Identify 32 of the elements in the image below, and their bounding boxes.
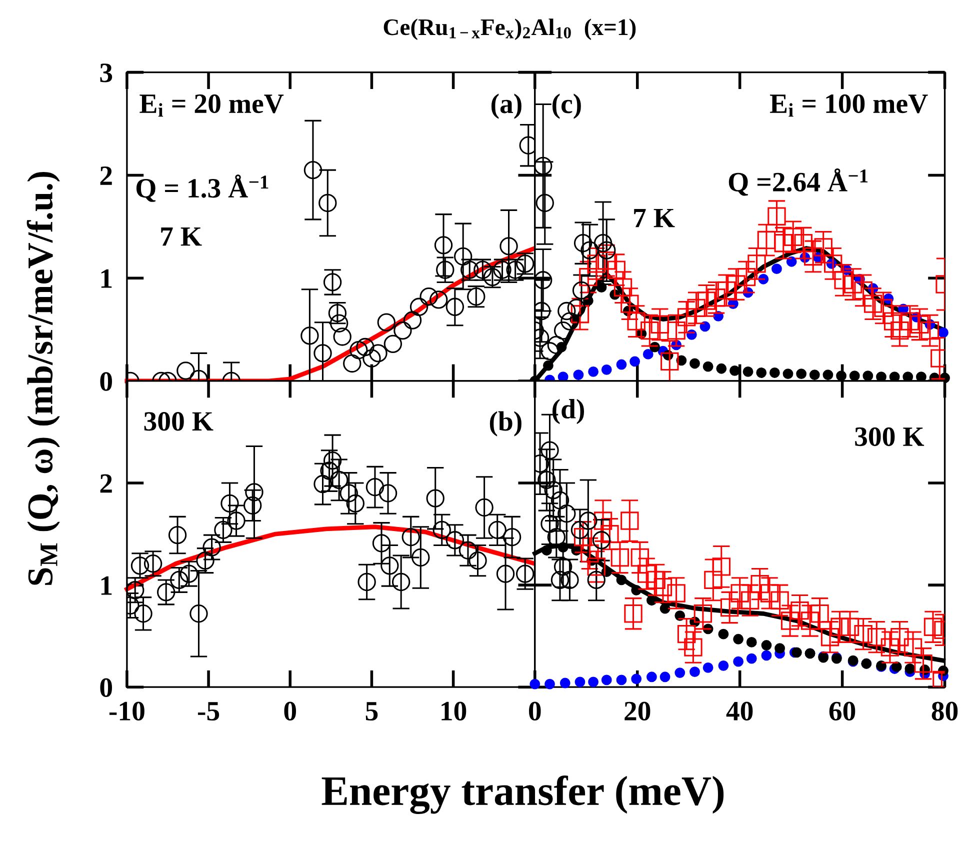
- x-tick-label: 60: [829, 702, 856, 721]
- annotation: 300 K: [855, 427, 924, 446]
- y-tick-label: 2: [100, 166, 112, 185]
- x-tick-label: 5: [366, 702, 378, 721]
- annotation: (b): [490, 411, 522, 436]
- annotation: (c): [552, 94, 581, 119]
- x-tick-label: 10: [442, 702, 466, 721]
- x-axis-title: Energy transfer (meV): [322, 775, 724, 814]
- y-tick-label: 1: [101, 576, 112, 595]
- y-axis-title: S$_{M}$ (Q, ω) (mb/sr/meV/f.u.): [26, 172, 60, 585]
- annotation: Q =2.64 Å$^{−1}$: [728, 168, 868, 196]
- annotation: 7 K: [161, 227, 202, 246]
- chart-title: Ce(Ru$_{1−x}$Fe$_{x}$)$_{2}$Al$_{10}$ (x=1): [384, 18, 636, 40]
- annotation: E$_{i}$ = 20 meV: [140, 94, 284, 117]
- x-tick-label: -5: [198, 702, 220, 721]
- annotation: Q = 1.3 Å$^{−1}$: [136, 174, 268, 202]
- x-tick-label: -10: [109, 702, 144, 721]
- y-tick-label: 0: [100, 678, 112, 698]
- y-tick-label: 2: [100, 474, 112, 493]
- y-tick-label: 0: [100, 372, 112, 391]
- annotation: 7 K: [634, 208, 675, 228]
- annotation: 300 K: [144, 412, 214, 431]
- x-tick-label: 0: [284, 702, 296, 721]
- x-tick-label: 80: [932, 702, 958, 721]
- annotation: (a): [491, 94, 522, 119]
- x-tick-label: 0: [529, 702, 541, 721]
- x-tick-label: 20: [624, 702, 650, 721]
- annotation: E$_{i}$ = 100 meV: [770, 94, 928, 117]
- annotation: (d): [552, 398, 584, 424]
- x-tick-label: 40: [726, 702, 753, 721]
- y-tick-label: 1: [101, 269, 112, 288]
- y-tick-label: 3: [100, 64, 112, 82]
